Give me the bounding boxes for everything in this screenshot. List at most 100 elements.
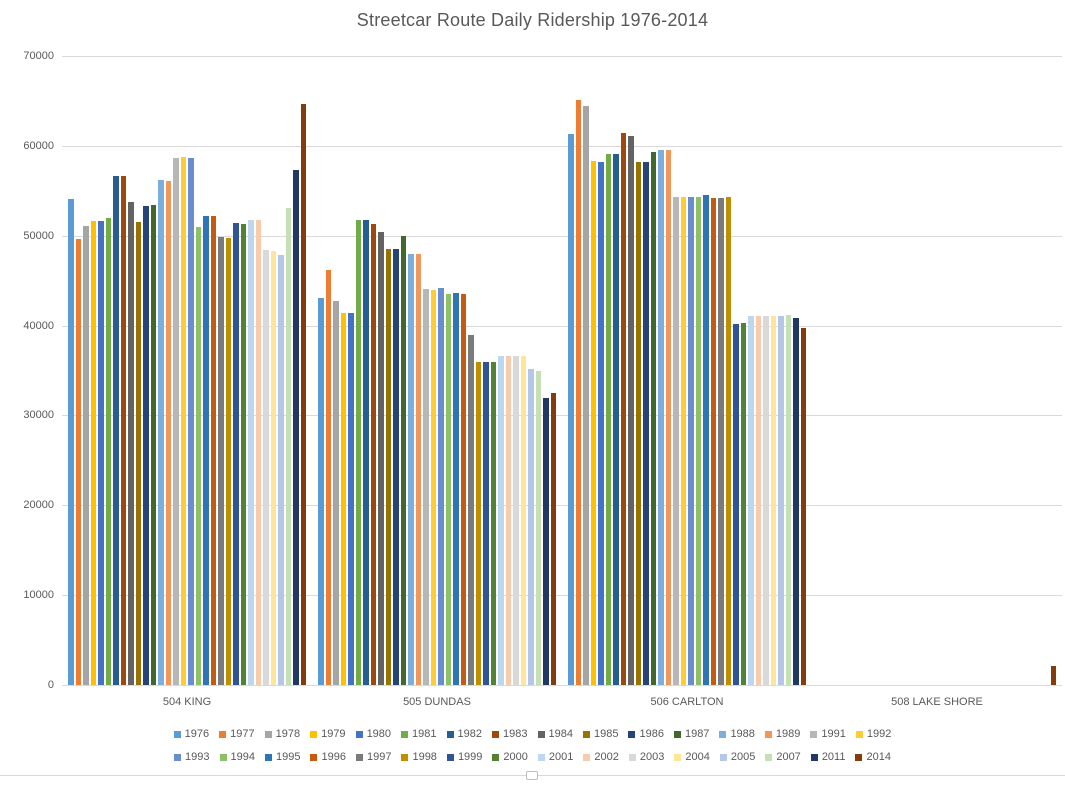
legend-item-1976[interactable]: 1976 xyxy=(173,728,209,740)
bar-1985[interactable] xyxy=(635,162,641,685)
bar-1985[interactable] xyxy=(385,249,391,685)
bar-2005[interactable] xyxy=(778,315,784,685)
bar-1997[interactable] xyxy=(718,197,724,685)
bar-2011[interactable] xyxy=(793,318,799,685)
legend-item-1994[interactable]: 1994 xyxy=(219,751,255,763)
bar-1987[interactable] xyxy=(150,205,156,685)
bar-1989[interactable] xyxy=(665,150,671,685)
bar-2004[interactable] xyxy=(270,251,276,685)
bar-1992[interactable] xyxy=(180,156,186,685)
legend-item-1977[interactable]: 1977 xyxy=(219,728,255,740)
legend-item-1979[interactable]: 1979 xyxy=(310,728,346,740)
bar-1981[interactable] xyxy=(105,217,111,685)
bar-1996[interactable] xyxy=(210,215,216,685)
bar-1993[interactable] xyxy=(688,197,694,685)
bar-1982[interactable] xyxy=(363,220,369,685)
bar-1983[interactable] xyxy=(370,224,376,685)
bar-1977[interactable] xyxy=(575,100,581,685)
bar-1983[interactable] xyxy=(620,133,626,685)
legend-item-1978[interactable]: 1978 xyxy=(264,728,300,740)
bar-1978[interactable] xyxy=(583,106,589,685)
bar-2005[interactable] xyxy=(528,368,534,685)
bar-1991[interactable] xyxy=(423,288,429,685)
bar-1999[interactable] xyxy=(483,361,489,685)
bar-2014[interactable] xyxy=(550,392,556,685)
bar-1984[interactable] xyxy=(128,202,134,685)
legend-item-1982[interactable]: 1982 xyxy=(446,728,482,740)
bar-1987[interactable] xyxy=(400,235,406,685)
legend-item-1989[interactable]: 1989 xyxy=(764,728,800,740)
bar-1988[interactable] xyxy=(658,150,664,685)
bar-2001[interactable] xyxy=(248,219,254,685)
bar-1986[interactable] xyxy=(393,249,399,685)
bar-2007[interactable] xyxy=(535,370,541,685)
bar-1993[interactable] xyxy=(438,287,444,685)
bar-1980[interactable] xyxy=(598,162,604,685)
bar-1999[interactable] xyxy=(733,323,739,685)
bar-2000[interactable] xyxy=(490,361,496,685)
bar-1997[interactable] xyxy=(218,236,224,685)
bar-1977[interactable] xyxy=(325,269,331,685)
bar-2000[interactable] xyxy=(240,224,246,685)
bar-1988[interactable] xyxy=(158,180,164,685)
bar-1984[interactable] xyxy=(378,232,384,685)
bar-1995[interactable] xyxy=(203,215,209,685)
bar-1995[interactable] xyxy=(453,293,459,685)
bar-1988[interactable] xyxy=(408,253,414,685)
legend-item-1999[interactable]: 1999 xyxy=(446,751,482,763)
bar-1984[interactable] xyxy=(628,135,634,685)
bar-2005[interactable] xyxy=(278,255,284,685)
chart-resize-handle[interactable] xyxy=(526,771,538,780)
bar-1989[interactable] xyxy=(165,180,171,685)
bar-1989[interactable] xyxy=(415,253,421,685)
legend-item-1993[interactable]: 1993 xyxy=(174,751,210,763)
bar-1998[interactable] xyxy=(725,197,731,685)
bar-1994[interactable] xyxy=(195,226,201,685)
bar-2003[interactable] xyxy=(263,250,269,685)
bar-2004[interactable] xyxy=(770,315,776,685)
bar-1976[interactable] xyxy=(318,297,324,685)
bar-1980[interactable] xyxy=(348,313,354,685)
bar-2003[interactable] xyxy=(763,315,769,685)
bar-1993[interactable] xyxy=(188,157,194,685)
legend-item-2002[interactable]: 2002 xyxy=(583,751,619,763)
bar-1979[interactable] xyxy=(340,313,346,685)
bar-2003[interactable] xyxy=(513,356,519,685)
legend-item-1991[interactable]: 1991 xyxy=(810,728,846,740)
legend-item-1983[interactable]: 1983 xyxy=(492,728,528,740)
chart-title[interactable]: Streetcar Route Daily Ridership 1976-201… xyxy=(356,10,709,30)
legend-item-1996[interactable]: 1996 xyxy=(310,751,346,763)
legend-item-2001[interactable]: 2001 xyxy=(537,751,573,763)
bar-1992[interactable] xyxy=(430,289,436,685)
bar-1982[interactable] xyxy=(613,153,619,685)
bar-1976[interactable] xyxy=(568,134,574,685)
bar-2014[interactable] xyxy=(1050,666,1056,685)
bar-1987[interactable] xyxy=(650,152,656,685)
bar-2011[interactable] xyxy=(293,170,299,685)
legend-item-1980[interactable]: 1980 xyxy=(355,728,391,740)
bar-1996[interactable] xyxy=(710,197,716,685)
legend-item-2000[interactable]: 2000 xyxy=(492,751,528,763)
legend-item-2014[interactable]: 2014 xyxy=(855,751,891,763)
bar-1994[interactable] xyxy=(695,197,701,685)
legend-item-1984[interactable]: 1984 xyxy=(537,728,573,740)
bar-1983[interactable] xyxy=(120,176,126,685)
bar-1977[interactable] xyxy=(75,239,81,685)
bar-1981[interactable] xyxy=(605,153,611,685)
bar-1980[interactable] xyxy=(98,221,104,685)
bar-1992[interactable] xyxy=(680,197,686,685)
bar-1996[interactable] xyxy=(460,294,466,685)
bar-1991[interactable] xyxy=(673,197,679,685)
bar-1995[interactable] xyxy=(703,195,709,685)
bar-2007[interactable] xyxy=(785,314,791,685)
bar-1991[interactable] xyxy=(173,157,179,685)
bar-1997[interactable] xyxy=(468,334,474,685)
bar-2011[interactable] xyxy=(543,398,549,685)
bar-2001[interactable] xyxy=(498,356,504,685)
bar-1999[interactable] xyxy=(233,223,239,685)
legend-item-2005[interactable]: 2005 xyxy=(719,751,755,763)
legend-item-1997[interactable]: 1997 xyxy=(355,751,391,763)
bar-1998[interactable] xyxy=(225,237,231,685)
bar-1998[interactable] xyxy=(475,362,481,685)
bar-1979[interactable] xyxy=(590,161,596,685)
